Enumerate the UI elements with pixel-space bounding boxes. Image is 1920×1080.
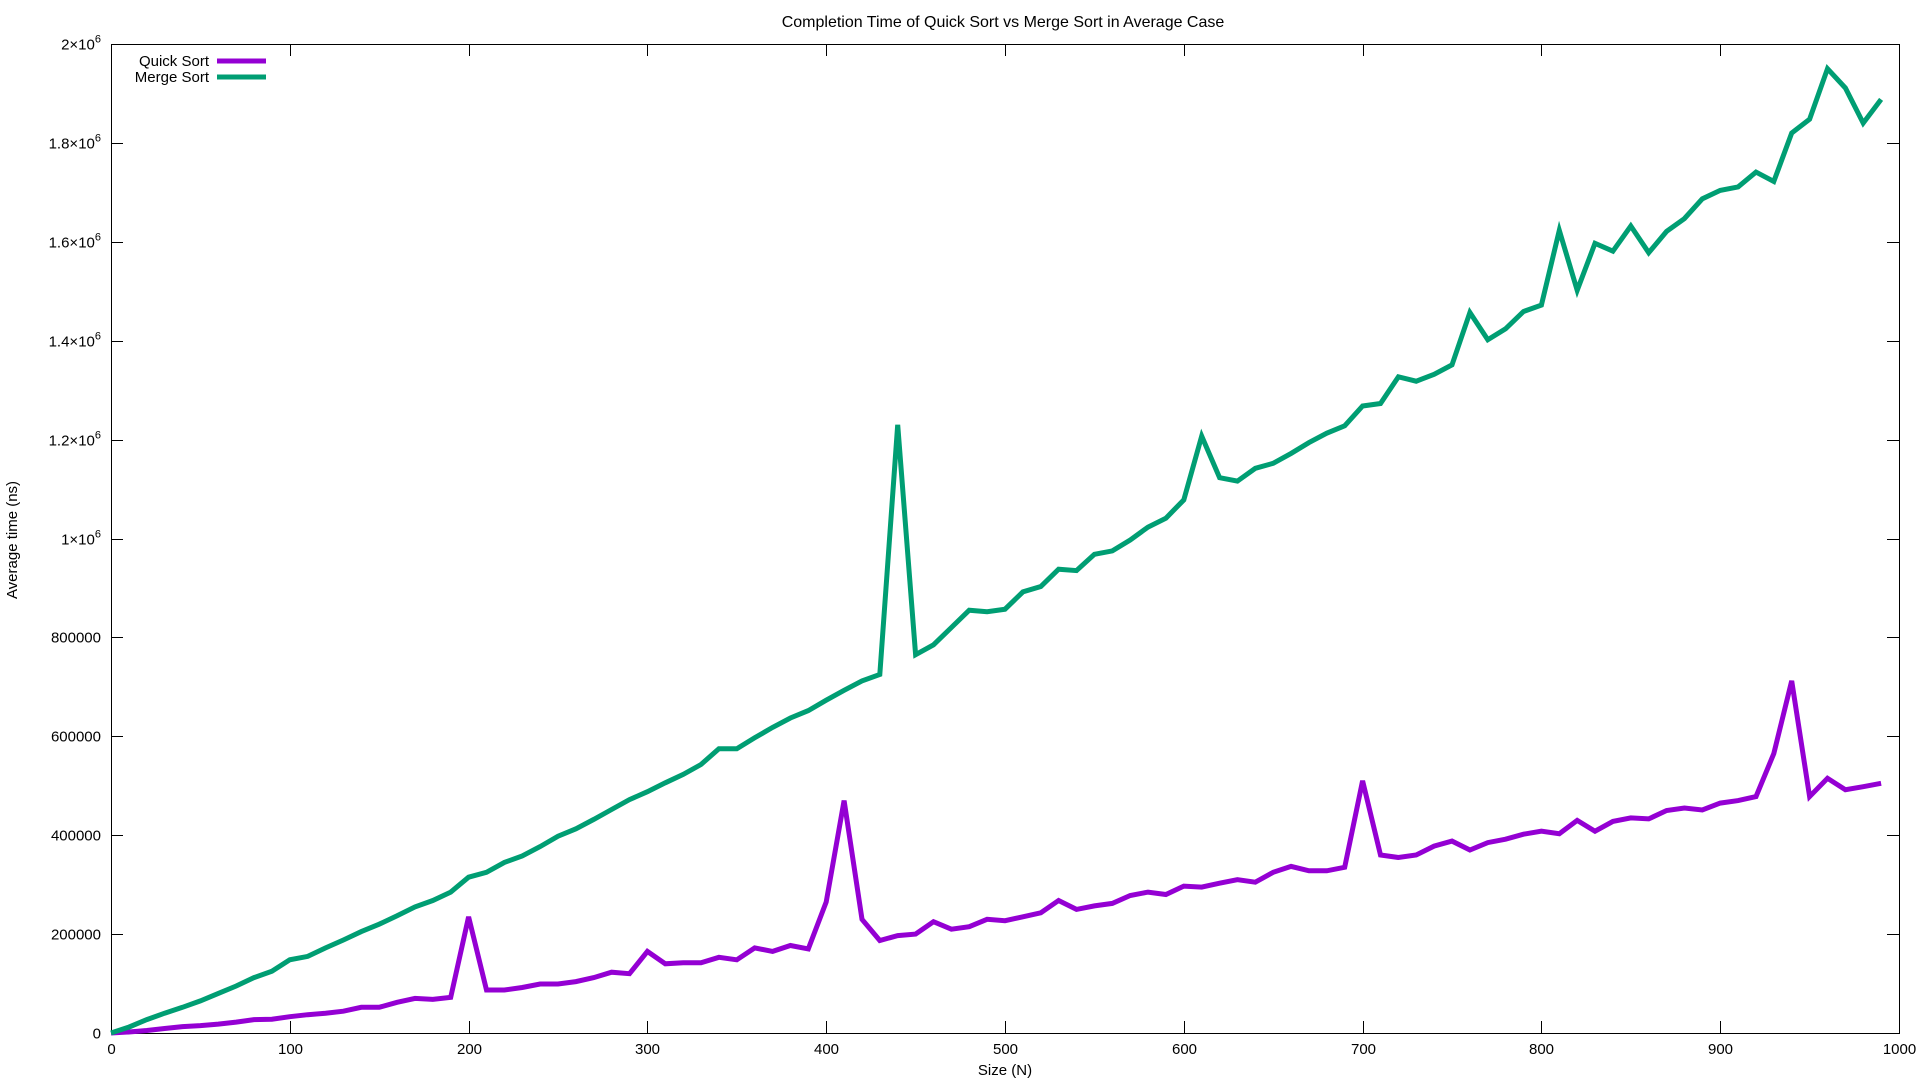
legend-label-quick-sort: Quick Sort: [139, 53, 210, 70]
y-tick-label: 1.2×106: [49, 430, 101, 450]
y-tick-label: 1.8×106: [49, 133, 101, 153]
y-tick-label: 400000: [51, 828, 101, 845]
y-tick-label-base: 200000: [51, 927, 101, 944]
x-axis: 0 100 200 300 400 500 600 700 800 900 1000: [107, 44, 1916, 1058]
y-tick-label-base: 600000: [51, 729, 101, 746]
x-tick-label: 400: [814, 1041, 839, 1058]
y-tick-label-exponent: 6: [95, 133, 101, 145]
x-axis-label: Size (N): [978, 1062, 1032, 1079]
y-tick-label: 800000: [51, 630, 101, 647]
y-tick-label-base: 1.6×10: [49, 235, 95, 252]
x-tick-label: 600: [1172, 1041, 1197, 1058]
y-tick-label: 600000: [51, 729, 101, 746]
y-tick-label-exponent: 6: [95, 34, 101, 46]
y-tick-label-base: 1.2×10: [49, 433, 95, 450]
x-tick-label: 200: [457, 1041, 482, 1058]
y-tick-label-base: 1×10: [61, 532, 95, 549]
y-tick-label: 1.4×106: [49, 331, 101, 351]
x-tick-label: 800: [1529, 1041, 1554, 1058]
y-tick-label-base: 1.4×10: [49, 334, 95, 351]
y-tick-label: 0: [93, 1026, 101, 1043]
y-tick-label-base: 800000: [51, 630, 101, 647]
legend-label-merge-sort: Merge Sort: [135, 69, 210, 86]
chart-title: Completion Time of Quick Sort vs Merge S…: [782, 14, 1225, 31]
x-tick-label: 700: [1351, 1041, 1376, 1058]
y-tick-label-base: 2×10: [61, 37, 95, 54]
y-tick-label: 200000: [51, 927, 101, 944]
y-tick-label-exponent: 6: [95, 430, 101, 442]
x-tick-label: 300: [635, 1041, 660, 1058]
y-tick-label-base: 400000: [51, 828, 101, 845]
y-axis-label: Average time (ns): [4, 481, 21, 599]
x-tick-label: 500: [993, 1041, 1018, 1058]
y-tick-label: 1×106: [61, 529, 101, 549]
y-tick-label-exponent: 6: [95, 331, 101, 343]
x-tick-label: 1000: [1883, 1041, 1916, 1058]
plot-frame: [111, 44, 1900, 1034]
x-tick-label: 100: [278, 1041, 303, 1058]
x-tick-label: 0: [107, 1041, 115, 1058]
y-tick-label-exponent: 6: [95, 529, 101, 541]
series-lines: [110, 63, 1884, 1036]
y-tick-label-base: 0: [93, 1026, 101, 1043]
series-line-merge-sort: [110, 63, 1884, 1036]
y-axis: 02000004000006000008000001×1061.2×1061.4…: [49, 34, 1899, 1043]
y-tick-label: 2×106: [61, 34, 101, 54]
y-tick-label: 1.6×106: [49, 232, 101, 252]
series-line-quick-sort: [110, 680, 1882, 1036]
y-tick-label-base: 1.8×10: [49, 136, 95, 153]
x-tick-label: 900: [1708, 1041, 1733, 1058]
y-tick-label-exponent: 6: [95, 232, 101, 244]
